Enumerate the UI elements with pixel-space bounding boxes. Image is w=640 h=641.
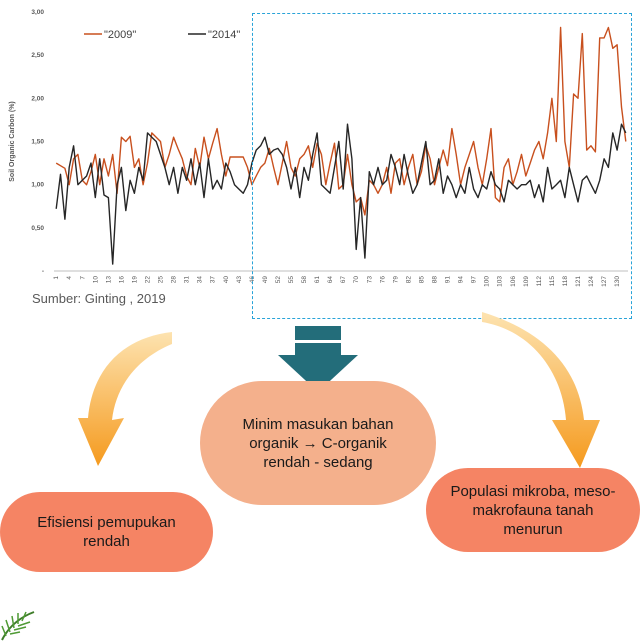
x-tick-label: 127 [601, 276, 608, 287]
x-tick-label: 61 [314, 276, 321, 284]
x-tick-label: 34 [197, 276, 204, 284]
x-tick-label: 94 [458, 276, 465, 284]
x-tick-label: 7 [79, 276, 86, 280]
x-tick-label: 64 [327, 276, 334, 284]
x-tick-label: 76 [379, 276, 386, 284]
x-tick-label: 82 [405, 276, 412, 284]
x-tick-label: 97 [471, 276, 478, 284]
x-tick-label: 109 [523, 276, 530, 287]
x-tick-label: 88 [431, 276, 438, 284]
x-tick-label: 130 [614, 276, 621, 287]
x-tick-label: 31 [184, 276, 191, 284]
x-tick-label: 70 [353, 276, 360, 284]
legend-label-0: "2009" [104, 29, 136, 41]
y-tick-label: 2,00 [31, 95, 44, 102]
x-tick-label: 73 [366, 276, 373, 284]
palm-leaf-icon [1, 611, 35, 641]
y-tick-label: 1,00 [31, 182, 44, 189]
x-tick-label: 37 [210, 276, 217, 284]
x-tick-label: 10 [92, 276, 99, 284]
x-tick-label: 25 [158, 276, 165, 284]
source-caption: Sumber: Ginting , 2019 [32, 291, 166, 306]
x-tick-label: 43 [236, 276, 243, 284]
soc-line-chart: - 0,50 1,00 1,50 2,00 2,50 3,00 Soil Organic Ca… [9, 9, 628, 287]
x-tick-label: 106 [510, 276, 517, 287]
bubble-low-fertilizer-efficiency: Efisiensi pemupukan rendah [0, 492, 213, 572]
x-tick-label: 58 [301, 276, 308, 284]
x-tick-label: 19 [131, 276, 138, 284]
y-tick-label: 1,50 [31, 139, 44, 146]
y-axis-label: Soil Organic Carbon (%) [9, 101, 16, 182]
x-tick-label: 67 [340, 276, 347, 284]
x-tick-label: 85 [418, 276, 425, 284]
x-tick-label: 40 [223, 276, 230, 284]
bubble-soil-fauna-decline: Populasi mikroba, meso-makrofauna tanah … [426, 468, 640, 552]
x-tick-label: 55 [288, 276, 295, 284]
left-curved-arrow [78, 332, 172, 466]
right-curved-arrow [482, 312, 600, 468]
x-tick-label: 112 [536, 276, 543, 287]
x-tick-label: 91 [445, 276, 452, 284]
x-tick-label: 13 [105, 276, 112, 284]
y-tick-label: - [42, 268, 44, 275]
bubble-low-organic-input: Minim masukan bahan organik → C-organik … [200, 381, 436, 505]
x-tick-label: 16 [118, 276, 125, 284]
x-tick-label: 1 [53, 276, 60, 280]
x-tick-label: 100 [484, 276, 491, 287]
x-tick-label: 22 [144, 276, 151, 284]
x-tick-label: 28 [171, 276, 178, 284]
x-tick-label: 52 [275, 276, 282, 284]
x-tick-label: 118 [562, 276, 569, 287]
highlight-region [252, 13, 632, 319]
x-tick-label: 103 [497, 276, 504, 287]
x-tick-label: 124 [588, 276, 595, 287]
y-tick-label: 0,50 [31, 225, 44, 232]
x-tick-label: 79 [392, 276, 399, 284]
x-tick-label: 121 [575, 276, 582, 287]
legend-label-1: "2014" [208, 29, 240, 41]
series-line-0 [55, 26, 627, 216]
x-tick-label: 115 [549, 276, 556, 287]
series-line-1 [55, 123, 627, 265]
y-tick-label: 3,00 [31, 9, 44, 16]
x-tick-label: 4 [66, 276, 73, 280]
x-tick-label: 49 [262, 276, 269, 284]
y-tick-label: 2,50 [31, 52, 44, 59]
